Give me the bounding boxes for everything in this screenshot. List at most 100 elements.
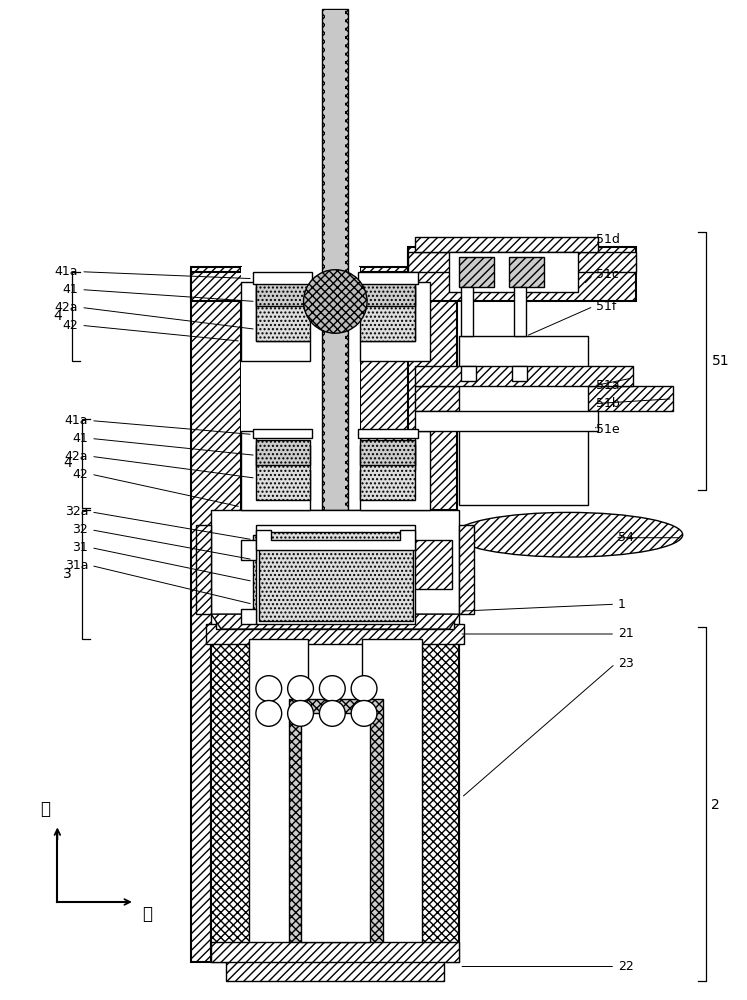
Bar	[408, 247, 636, 301]
Circle shape	[256, 700, 282, 726]
Circle shape	[288, 700, 314, 726]
Bar	[206, 624, 465, 644]
Bar	[211, 629, 459, 962]
Bar	[415, 386, 673, 411]
Bar	[420, 629, 459, 962]
Bar	[415, 237, 598, 252]
Text: 51d: 51d	[596, 233, 620, 246]
Text: 4: 4	[53, 309, 62, 323]
Bar	[256, 279, 311, 306]
Text: 51a: 51a	[596, 379, 620, 392]
Bar	[216, 614, 454, 629]
Polygon shape	[241, 609, 256, 624]
Text: 51c: 51c	[596, 268, 619, 281]
Text: 42a: 42a	[55, 301, 78, 314]
Bar	[358, 429, 418, 438]
Bar	[462, 366, 477, 381]
Bar	[360, 440, 415, 465]
Bar	[358, 272, 418, 284]
Bar	[211, 629, 251, 962]
Text: 3: 3	[63, 567, 72, 581]
Bar	[253, 429, 312, 438]
Bar	[196, 525, 211, 614]
Circle shape	[320, 676, 345, 701]
Ellipse shape	[454, 512, 683, 557]
Bar	[362, 639, 421, 957]
Bar	[256, 525, 415, 624]
Text: 41: 41	[63, 283, 78, 296]
Bar	[253, 535, 308, 624]
Text: 41a: 41a	[55, 265, 78, 278]
Text: 21: 21	[619, 627, 634, 640]
Bar	[360, 267, 409, 962]
Bar	[191, 272, 409, 301]
Bar	[415, 366, 633, 386]
Text: 2: 2	[711, 798, 720, 812]
Text: 51b: 51b	[596, 397, 620, 410]
Bar	[450, 252, 578, 292]
Bar	[512, 366, 527, 381]
Text: 23: 23	[619, 657, 634, 670]
Bar	[288, 699, 383, 947]
Bar	[408, 252, 457, 510]
Bar	[256, 445, 311, 500]
Polygon shape	[241, 282, 311, 361]
Polygon shape	[241, 431, 311, 510]
Bar	[300, 713, 370, 942]
Bar	[241, 510, 360, 639]
Circle shape	[320, 700, 345, 726]
Circle shape	[351, 700, 377, 726]
Bar	[408, 252, 636, 272]
Circle shape	[351, 676, 377, 701]
Bar	[256, 287, 311, 341]
Bar	[408, 540, 453, 589]
Bar	[241, 267, 360, 962]
Polygon shape	[256, 530, 415, 550]
Polygon shape	[360, 282, 430, 361]
Circle shape	[256, 676, 282, 701]
Text: 51: 51	[711, 354, 729, 368]
Bar	[415, 411, 598, 431]
Bar	[259, 532, 412, 621]
Text: 32a: 32a	[65, 505, 88, 518]
Bar	[211, 510, 459, 629]
Bar	[191, 267, 241, 962]
Bar	[253, 272, 312, 284]
Text: 右: 右	[142, 905, 152, 923]
Text: 51e: 51e	[596, 423, 620, 436]
Bar	[363, 535, 408, 624]
Text: 31: 31	[72, 541, 88, 554]
Bar	[360, 279, 415, 306]
Bar	[256, 440, 311, 465]
Bar	[226, 960, 444, 981]
Text: 51f: 51f	[596, 300, 617, 313]
Bar	[246, 634, 424, 957]
Text: 1: 1	[619, 598, 626, 611]
Bar	[360, 445, 415, 500]
Bar	[211, 942, 459, 962]
Polygon shape	[360, 431, 430, 510]
Bar	[323, 9, 348, 962]
Text: 4: 4	[63, 456, 72, 470]
Circle shape	[303, 270, 367, 333]
Bar	[459, 257, 494, 287]
Polygon shape	[241, 540, 256, 560]
Text: 31a: 31a	[65, 559, 88, 572]
Text: 41a: 41a	[65, 414, 88, 427]
Bar	[514, 287, 526, 336]
Text: 上: 上	[40, 800, 51, 818]
Text: 42: 42	[72, 468, 88, 481]
Bar	[326, 10, 345, 961]
Text: 42: 42	[63, 319, 78, 332]
Bar	[459, 336, 589, 505]
Text: 22: 22	[619, 960, 634, 973]
Text: 42a: 42a	[65, 450, 88, 463]
Bar	[459, 525, 474, 614]
Bar	[509, 257, 544, 287]
Text: 32: 32	[72, 523, 88, 536]
Circle shape	[288, 676, 314, 701]
Text: 41: 41	[72, 432, 88, 445]
Polygon shape	[211, 614, 459, 629]
Bar	[249, 639, 309, 957]
Bar	[360, 287, 415, 341]
